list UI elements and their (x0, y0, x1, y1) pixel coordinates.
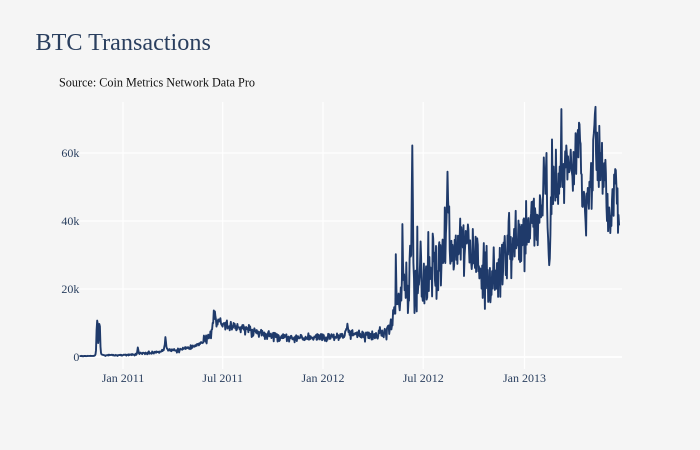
svg-text:Jan 2012: Jan 2012 (302, 371, 345, 385)
svg-text:Jan 2013: Jan 2013 (503, 371, 546, 385)
svg-text:Source: Coin Metrics Network D: Source: Coin Metrics Network Data Pro (59, 76, 255, 90)
svg-text:Jul 2011: Jul 2011 (202, 371, 243, 385)
svg-text:40k: 40k (61, 214, 79, 228)
svg-text:60k: 60k (61, 146, 79, 160)
svg-text:BTC Transactions: BTC Transactions (36, 29, 211, 56)
svg-text:Jan 2011: Jan 2011 (102, 371, 145, 385)
svg-text:20k: 20k (61, 282, 79, 296)
svg-text:Jul 2012: Jul 2012 (403, 371, 444, 385)
svg-text:0: 0 (73, 350, 79, 364)
